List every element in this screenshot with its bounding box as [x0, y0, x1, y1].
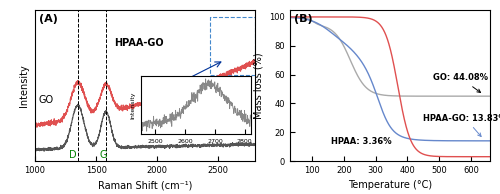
Y-axis label: Intensity: Intensity — [20, 64, 30, 107]
Text: HPAA: 3.36%: HPAA: 3.36% — [332, 137, 392, 146]
Text: HPAA-GO: HPAA-GO — [114, 38, 164, 48]
Text: HPAA-GO: 13.83%: HPAA-GO: 13.83% — [424, 114, 500, 137]
Text: (B): (B) — [294, 14, 312, 24]
X-axis label: Raman Shift (cm⁻¹): Raman Shift (cm⁻¹) — [98, 180, 192, 191]
Text: G: G — [100, 150, 107, 160]
Text: (A): (A) — [40, 14, 58, 24]
Text: GO: GO — [38, 95, 54, 105]
Y-axis label: Mass loss (%): Mass loss (%) — [254, 52, 264, 119]
Text: GO: 44.08%: GO: 44.08% — [433, 73, 488, 93]
Text: D: D — [69, 150, 76, 160]
X-axis label: Temperature (°C): Temperature (°C) — [348, 180, 432, 191]
